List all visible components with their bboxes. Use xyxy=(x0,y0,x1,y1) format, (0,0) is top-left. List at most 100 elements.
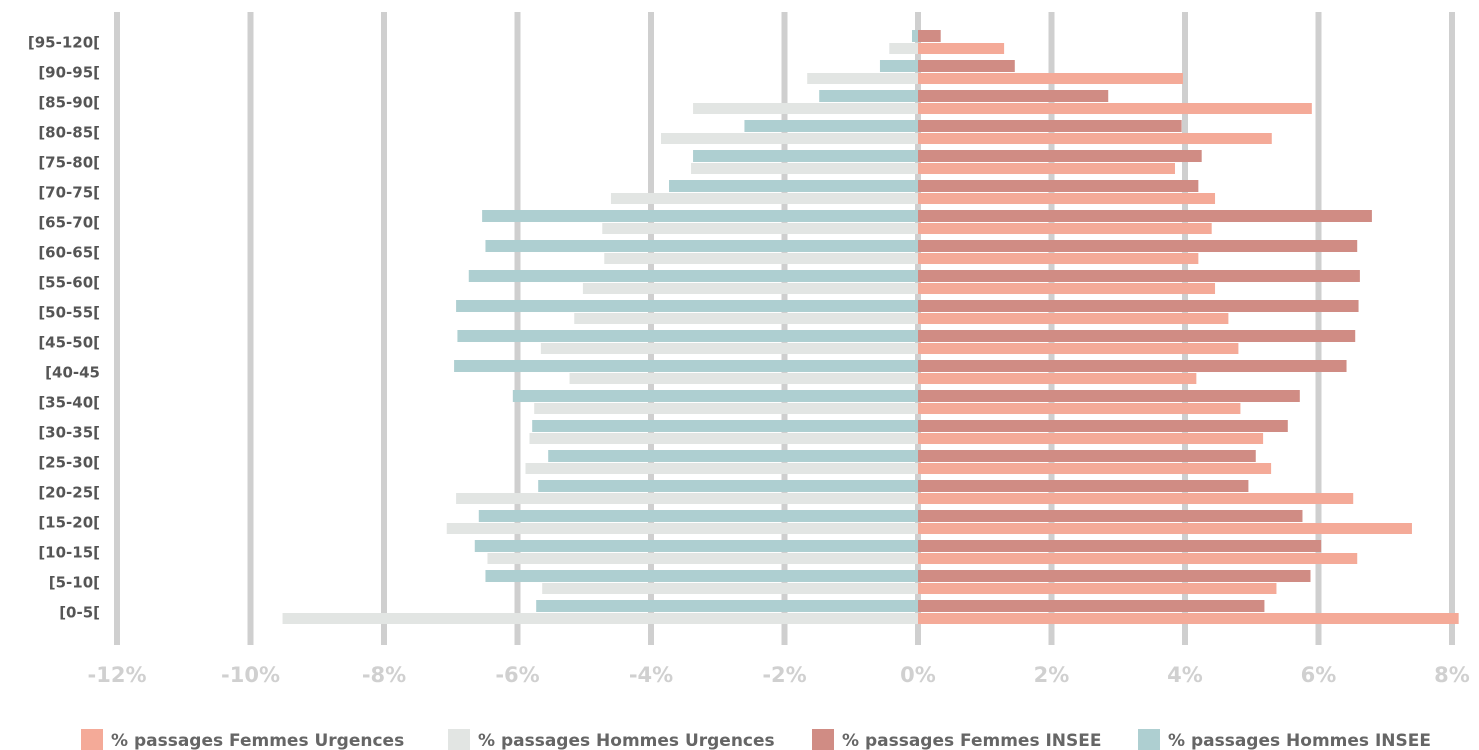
bar xyxy=(918,240,1358,252)
bar xyxy=(529,433,918,444)
bar xyxy=(918,583,1277,594)
bar xyxy=(478,510,918,522)
x-tick-label: 8% xyxy=(1434,663,1470,687)
bar xyxy=(582,283,918,294)
bar xyxy=(542,583,918,594)
bar xyxy=(446,523,918,534)
bar xyxy=(918,73,1183,84)
bar xyxy=(918,133,1272,144)
bar xyxy=(474,540,918,552)
bar xyxy=(918,120,1182,132)
bar xyxy=(879,60,918,72)
bar xyxy=(918,493,1354,504)
x-tick-label: 4% xyxy=(1167,663,1203,687)
bar xyxy=(918,480,1249,492)
bar xyxy=(512,390,918,402)
bar xyxy=(918,450,1256,462)
bar xyxy=(485,240,918,252)
bar xyxy=(918,373,1197,384)
y-tick-label: [90-95[ xyxy=(38,64,100,82)
bar xyxy=(918,270,1360,282)
y-tick-label: [80-85[ xyxy=(38,124,100,142)
bar xyxy=(918,613,1459,624)
bar xyxy=(918,300,1359,312)
legend-label: % passages Femmes INSEE xyxy=(842,731,1102,750)
bar xyxy=(918,253,1199,264)
bar xyxy=(918,210,1372,222)
y-tick-label: [0-5[ xyxy=(59,604,100,622)
bar xyxy=(807,73,918,84)
bar xyxy=(482,210,918,222)
bar xyxy=(918,283,1216,294)
bar xyxy=(918,193,1216,204)
bar xyxy=(918,510,1303,522)
bar xyxy=(918,360,1347,372)
x-tick-label: -8% xyxy=(362,663,406,687)
bar xyxy=(534,403,918,414)
bar xyxy=(911,30,918,42)
bar xyxy=(918,403,1241,414)
legend-label: % passages Femmes Urgences xyxy=(111,731,404,750)
bar xyxy=(485,570,918,582)
legend-swatch xyxy=(81,729,103,750)
bar xyxy=(918,570,1311,582)
y-tick-label: [55-60[ xyxy=(38,274,100,292)
y-tick-label: [40-45 xyxy=(45,364,100,382)
bar xyxy=(918,180,1199,192)
bar xyxy=(918,43,1005,54)
x-tick-label: -10% xyxy=(221,663,280,687)
bar xyxy=(456,493,918,504)
bar xyxy=(918,433,1264,444)
bar xyxy=(610,193,918,204)
bar xyxy=(693,103,918,114)
x-tick-label: 0% xyxy=(900,663,936,687)
y-tick-label: [65-70[ xyxy=(38,214,100,232)
y-tick-label: [30-35[ xyxy=(38,424,100,442)
bar xyxy=(918,343,1239,354)
legend-label: % passages Hommes Urgences xyxy=(478,731,775,750)
y-tick-label: [20-25[ xyxy=(38,484,100,502)
x-tick-label: 2% xyxy=(1034,663,1070,687)
bar xyxy=(604,253,918,264)
y-tick-label: [70-75[ xyxy=(38,184,100,202)
bar xyxy=(918,103,1312,114)
y-tick-label: [75-80[ xyxy=(38,154,100,172)
bar xyxy=(918,163,1175,174)
y-tick-label: [35-40[ xyxy=(38,394,100,412)
bar xyxy=(525,463,918,474)
bar xyxy=(918,523,1412,534)
bar xyxy=(574,313,918,324)
bar xyxy=(487,553,918,564)
y-tick-label: [50-55[ xyxy=(38,304,100,322)
bar xyxy=(918,150,1202,162)
bar xyxy=(918,330,1356,342)
y-tick-label: [25-30[ xyxy=(38,454,100,472)
x-tick-label: 6% xyxy=(1301,663,1337,687)
legend-swatch xyxy=(812,729,834,750)
x-tick-label: -6% xyxy=(495,663,539,687)
bar xyxy=(918,390,1300,402)
bar xyxy=(457,330,918,342)
bar xyxy=(918,553,1358,564)
bar xyxy=(532,420,918,432)
bar xyxy=(691,163,918,174)
bar xyxy=(918,600,1265,612)
bar xyxy=(918,90,1109,102)
bar xyxy=(456,300,918,312)
bar xyxy=(918,463,1272,474)
bar xyxy=(918,313,1229,324)
y-tick-label: [85-90[ xyxy=(38,94,100,112)
y-tick-label: [60-65[ xyxy=(38,244,100,262)
x-tick-label: -2% xyxy=(762,663,806,687)
bar xyxy=(889,43,918,54)
y-tick-label: [10-15[ xyxy=(38,544,100,562)
bar xyxy=(538,480,918,492)
x-tick-label: -4% xyxy=(629,663,673,687)
bar xyxy=(744,120,918,132)
bar xyxy=(454,360,918,372)
bar xyxy=(548,450,918,462)
bar xyxy=(918,60,1015,72)
bar xyxy=(918,223,1212,234)
x-tick-label: -12% xyxy=(88,663,147,687)
